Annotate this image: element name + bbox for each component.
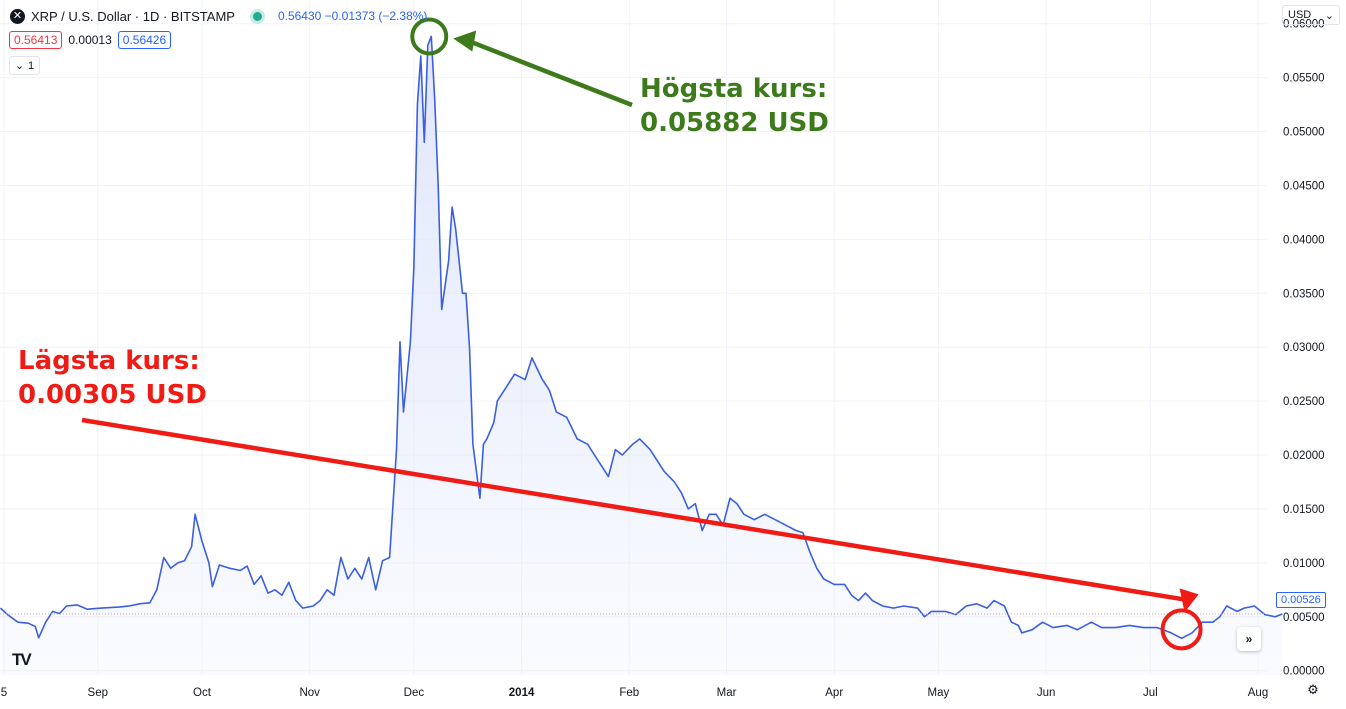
y-tick-label: 0.01500 — [1283, 504, 1325, 516]
y-tick-label: 0.02500 — [1283, 396, 1325, 408]
high-arrow-head — [453, 30, 477, 52]
y-tick-label: 0.03500 — [1283, 288, 1325, 300]
low-marker-circle — [1160, 608, 1203, 651]
price-scale[interactable]: 0.060000.055000.050000.045000.040000.035… — [1283, 19, 1325, 678]
chevron-down-icon: ⌄ — [14, 60, 25, 72]
y-tick-label: 0.02000 — [1283, 450, 1325, 462]
x-tick-label: 5 — [1, 687, 7, 699]
y-tick-label: 0.04500 — [1283, 180, 1325, 192]
y-tick-label: 0.01000 — [1283, 558, 1325, 570]
x-tick-label: Sep — [88, 687, 108, 699]
y-tick-label: 0.04000 — [1283, 234, 1325, 246]
x-tick-label: Mar — [717, 687, 737, 699]
x-tick-label: Dec — [404, 687, 425, 699]
y-tick-label: 0.05500 — [1283, 73, 1325, 85]
high-arrow-line — [466, 38, 633, 108]
x-tick-label: Feb — [619, 687, 639, 699]
high-annotation: Högsta kurs: 0.05882 USD — [640, 72, 829, 140]
price-area-fill — [0, 36, 1283, 675]
low-arrow-line — [81, 417, 1190, 603]
last-price-label: 0.00526 — [1276, 592, 1326, 608]
tradingview-logo[interactable]: TV — [12, 650, 32, 669]
collapse-indicators-button[interactable]: ⌄ 1 — [9, 56, 40, 75]
time-scale[interactable]: 5 Sep Oct Nov Dec 2014 Feb Mar Apr May Jun Jul Aug — [1, 687, 1268, 699]
ask-button[interactable]: 0.56426 — [117, 31, 172, 49]
high-marker-circle — [410, 17, 449, 56]
price-area — [0, 35, 1283, 675]
chevron-down-icon: ⌄ — [1324, 9, 1334, 22]
currency-select[interactable]: USD ⌄ — [1282, 5, 1340, 25]
x-tick-label: Jun — [1037, 687, 1056, 699]
x-tick-label: Jul — [1143, 687, 1158, 699]
indicator-count: 1 — [28, 59, 35, 72]
low-arrow-head — [1179, 588, 1199, 613]
bid-button[interactable]: 0.56413 — [9, 31, 63, 49]
symbol-title[interactable]: XRP / U.S. Dollar · 1D · BITSTAMP — [31, 8, 235, 24]
y-tick-label: 0.00500 — [1283, 612, 1325, 624]
high-annotation-line1: Högsta kurs: — [640, 74, 828, 104]
settings-gear-icon[interactable]: ⚙ — [1307, 682, 1319, 697]
price-line — [0, 35, 1283, 640]
x-tick-label: Oct — [193, 687, 212, 699]
last-quote: 0.56430 −0.01373 (−2.38%) — [277, 9, 428, 23]
x-tick-label: May — [928, 687, 950, 699]
low-annotation-line1: Lägsta kurs: — [18, 346, 200, 376]
x-tick-label: Apr — [825, 687, 843, 699]
high-annotation-line2: 0.05882 USD — [640, 108, 829, 138]
spread-value: 0.00013 — [68, 33, 112, 47]
y-tick-label: 0.00000 — [1283, 666, 1325, 678]
y-tick-label: 0.05000 — [1283, 127, 1325, 139]
low-annotation: Lägsta kurs: 0.00305 USD — [18, 344, 207, 412]
annotation-marks — [81, 17, 1203, 651]
x-tick-label: 2014 — [509, 687, 535, 699]
symbol-header: ✕ XRP / U.S. Dollar · 1D · BITSTAMP 0.56… — [10, 6, 427, 26]
currency-value: USD — [1288, 9, 1312, 21]
xrp-logo-icon: ✕ — [10, 8, 25, 24]
low-annotation-line2: 0.00305 USD — [18, 380, 207, 410]
x-tick-label: Nov — [299, 687, 320, 699]
x-tick-label: Aug — [1248, 687, 1268, 699]
bid-ask-row: 0.56413 0.00013 0.56426 — [9, 31, 172, 49]
market-open-icon — [252, 11, 262, 21]
scroll-to-realtime-button[interactable]: » — [1237, 627, 1261, 651]
double-chevron-right-icon: » — [1245, 632, 1253, 646]
y-tick-label: 0.03000 — [1283, 342, 1325, 354]
